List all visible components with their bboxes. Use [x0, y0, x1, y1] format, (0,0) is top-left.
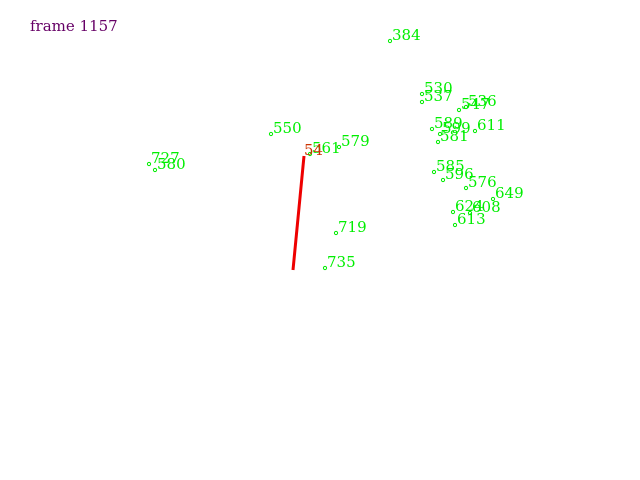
point-marker-561: 561	[307, 139, 341, 157]
point-label: 596	[445, 165, 474, 183]
point-label: 580	[157, 155, 186, 173]
point-marker-719: 719	[333, 218, 367, 236]
point-dot	[463, 185, 469, 191]
point-dot	[467, 210, 473, 216]
point-label: 624	[455, 197, 484, 215]
point-dot	[490, 196, 496, 202]
point-marker-589: 589	[429, 114, 463, 132]
track-label: 54	[304, 141, 323, 159]
point-dot	[440, 177, 446, 183]
point-dot	[431, 169, 437, 175]
point-dot	[152, 167, 158, 173]
point-label: 735	[327, 253, 356, 271]
point-dot	[450, 209, 456, 215]
point-dot	[322, 265, 328, 271]
point-marker-624: 624	[450, 197, 484, 215]
point-dot	[463, 104, 469, 110]
point-dot	[472, 128, 478, 134]
point-marker-613: 613	[452, 210, 486, 228]
point-dot	[419, 99, 425, 105]
point-dot	[387, 38, 393, 44]
point-marker-596: 596	[440, 165, 474, 183]
point-label: 608	[472, 198, 501, 216]
point-label: 536	[468, 92, 497, 110]
point-marker-599: 599	[437, 119, 471, 137]
point-marker-580: 580	[152, 155, 186, 173]
point-dot	[435, 139, 441, 145]
point-dot	[268, 131, 274, 137]
point-label: 727	[151, 149, 180, 167]
point-dot	[307, 151, 313, 157]
point-marker-611: 611	[472, 116, 506, 134]
point-label: 649	[495, 184, 524, 202]
point-marker-649: 649	[490, 184, 524, 202]
point-marker-530: 530	[419, 79, 453, 97]
point-label: 585	[436, 157, 465, 175]
point-marker-576: 576	[463, 173, 497, 191]
point-marker-608: 608	[467, 198, 501, 216]
point-dot	[456, 107, 462, 113]
point-label: 579	[341, 132, 370, 150]
point-dot	[437, 131, 443, 137]
point-marker-581: 581	[435, 127, 469, 145]
point-label: 537	[424, 87, 453, 105]
point-marker-537: 537	[419, 87, 453, 105]
point-marker-550: 550	[268, 119, 302, 137]
point-label: 576	[468, 173, 497, 191]
point-marker-735: 735	[322, 253, 356, 271]
point-label: 599	[442, 119, 471, 137]
point-label: 384	[392, 26, 421, 44]
point-label: 547	[461, 95, 490, 113]
point-label: 530	[424, 79, 453, 97]
point-dot	[452, 222, 458, 228]
point-dot	[333, 230, 339, 236]
point-marker-579: 579	[336, 132, 370, 150]
point-dot	[146, 161, 152, 167]
point-dot	[336, 144, 342, 150]
point-marker-536: 536	[463, 92, 497, 110]
point-label: 589	[434, 114, 463, 132]
point-label: 719	[338, 218, 367, 236]
point-dot	[419, 91, 425, 97]
point-label: 611	[477, 116, 506, 134]
point-label: 550	[273, 119, 302, 137]
frame-label: frame 1157	[30, 17, 118, 35]
point-label: 561	[312, 139, 341, 157]
track-layer: 54	[291, 141, 323, 271]
point-marker-384: 384	[387, 26, 421, 44]
point-label: 581	[440, 127, 469, 145]
track-line	[291, 155, 306, 271]
point-marker-585: 585	[431, 157, 465, 175]
point-marker-547: 547	[456, 95, 490, 113]
point-dot	[429, 126, 435, 132]
point-marker-727: 727	[146, 149, 180, 167]
point-label: 613	[457, 210, 486, 228]
